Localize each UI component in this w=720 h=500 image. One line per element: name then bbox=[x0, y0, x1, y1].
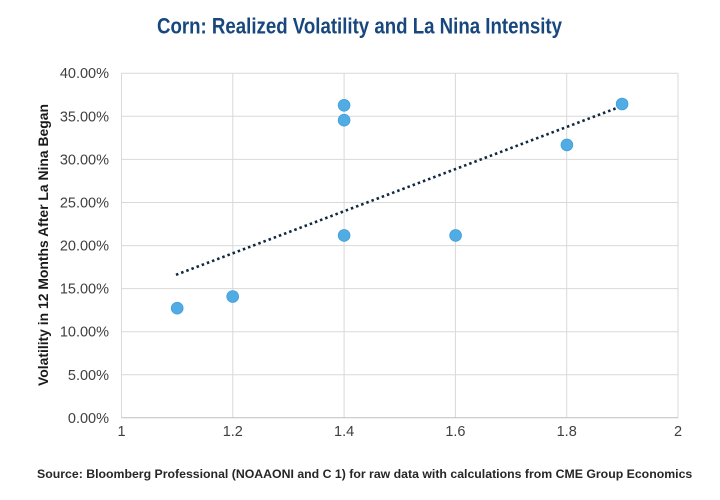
svg-text:1: 1 bbox=[117, 424, 125, 440]
svg-text:10.00%: 10.00% bbox=[60, 325, 109, 341]
svg-text:20.00%: 20.00% bbox=[60, 239, 109, 255]
svg-text:0.00%: 0.00% bbox=[68, 411, 109, 427]
svg-text:Corn: Realized Volatility and: Corn: Realized Volatility and La Nina In… bbox=[157, 14, 563, 39]
svg-text:1.2: 1.2 bbox=[223, 424, 243, 440]
svg-text:Volatility in 12 Months After: Volatility in 12 Months After La Nina Be… bbox=[35, 104, 51, 386]
svg-text:2: 2 bbox=[674, 424, 682, 440]
svg-text:Source: Bloomberg Professional: Source: Bloomberg Professional (NOAAONI … bbox=[37, 467, 692, 481]
svg-text:1.6: 1.6 bbox=[445, 424, 465, 440]
svg-text:40.00%: 40.00% bbox=[60, 66, 109, 82]
svg-text:5.00%: 5.00% bbox=[68, 368, 109, 384]
svg-text:1.4: 1.4 bbox=[334, 424, 354, 440]
svg-text:1.8: 1.8 bbox=[557, 424, 577, 440]
svg-text:25.00%: 25.00% bbox=[60, 196, 109, 212]
svg-text:35.00%: 35.00% bbox=[60, 109, 109, 125]
svg-text:15.00%: 15.00% bbox=[60, 282, 109, 298]
svg-text:30.00%: 30.00% bbox=[60, 152, 109, 168]
